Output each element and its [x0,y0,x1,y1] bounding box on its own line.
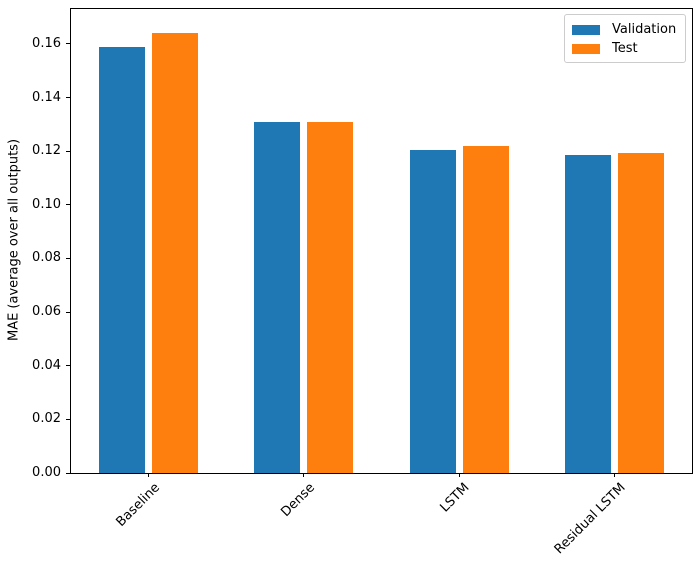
legend-label-test: Test [612,40,638,56]
y-tick-label: 0.02 [32,411,61,427]
validation-color-swatch [572,24,600,35]
bars-layer [71,9,692,473]
test-color-swatch [572,43,600,54]
y-tick-mark [66,257,70,259]
bar-validation-lstm [409,149,456,473]
y-tick-mark [66,97,70,98]
y-tick-mark [66,365,70,367]
y-tick-mark [66,418,70,420]
y-tick-label: 0.14 [32,89,61,105]
y-tick-label: 0.06 [32,304,61,320]
legend: Validation Test [564,14,686,63]
legend-item-test: Test [572,40,677,57]
legend-item-validation: Validation [572,21,677,38]
x-tick-label-dense: Dense [278,480,318,520]
y-tick-label: 0.10 [32,196,61,212]
y-tick-label: 0.08 [32,250,61,266]
y-tick-mark [66,43,70,45]
bar-test-baseline [152,33,199,473]
y-tick-mark [66,472,70,474]
x-tick-mark [303,473,305,477]
y-tick-label: 0.00 [32,465,61,480]
x-tick-mark [458,473,460,477]
bar-validation-baseline [99,46,146,473]
y-tick-label: 0.16 [32,35,61,51]
x-tick-label-residual-lstm: Residual LSTM [551,480,629,558]
y-tick-label: 0.04 [32,357,61,373]
y-axis-label: MAE (average over all outputs) [6,138,22,342]
x-tick-label-baseline: Baseline [112,480,163,530]
plot-area [70,8,693,474]
bar-validation-dense [254,121,301,473]
y-tick-label: 0.12 [32,143,61,159]
bar-test-dense [307,121,354,473]
y-tick-mark [66,311,70,313]
bar-validation-residual-lstm [564,155,611,473]
x-tick-label-lstm: LSTM [437,480,474,516]
y-tick-mark [66,204,70,206]
x-tick-mark [148,473,150,477]
x-tick-mark [613,473,615,477]
legend-label-validation: Validation [612,21,677,37]
bar-test-lstm [462,145,509,473]
y-tick-mark [66,150,70,152]
bar-test-residual-lstm [617,152,664,473]
